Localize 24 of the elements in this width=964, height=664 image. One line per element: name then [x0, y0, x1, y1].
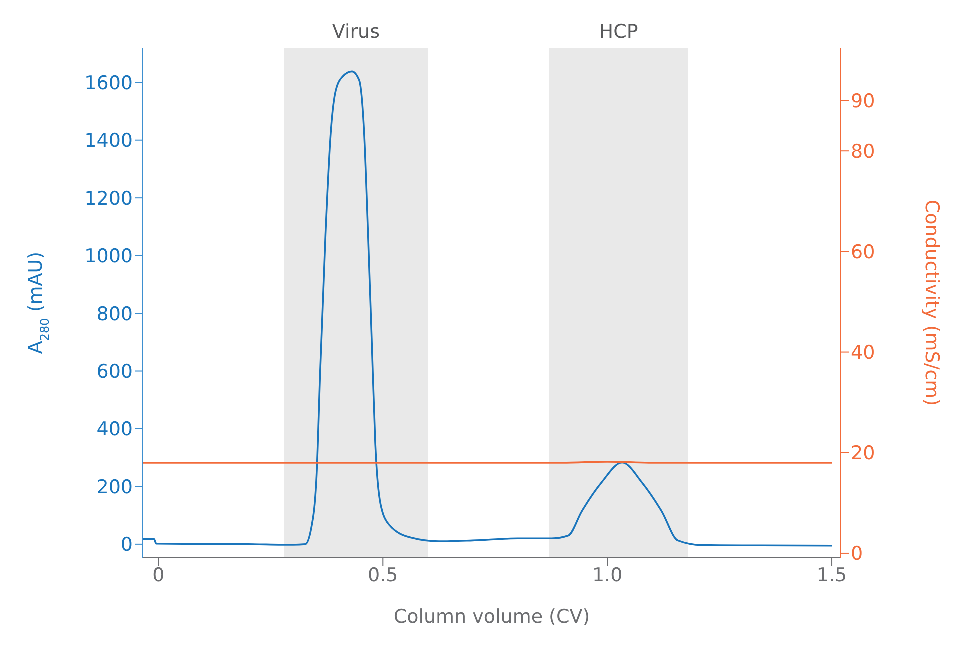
y2-tick-label: 60 — [851, 241, 876, 264]
y-tick-label: 1200 — [84, 188, 133, 210]
y-tick-label: 600 — [96, 361, 133, 384]
y2-tick-label: 40 — [851, 342, 876, 364]
y-tick-label: 200 — [96, 476, 133, 498]
y2-axis-title: Conductivity (mS/cm) — [921, 200, 943, 406]
y-tick-label: 400 — [96, 418, 133, 441]
x-tick-label: 1.5 — [816, 564, 848, 586]
x-tick-label: 1.0 — [592, 564, 623, 586]
band-label: HCP — [599, 21, 638, 43]
y2-tick-label: 80 — [851, 140, 876, 163]
y-tick-label: 0 — [120, 534, 133, 556]
y2-tick-label: 90 — [851, 90, 876, 113]
x-tick-label: 0 — [152, 564, 165, 586]
y2-tick-label: 20 — [851, 442, 876, 465]
y-tick-label: 800 — [96, 303, 133, 326]
x-axis-title: Column volume (CV) — [394, 606, 590, 628]
y-tick-label: 1000 — [84, 246, 133, 268]
x-tick-label: 0.5 — [368, 564, 398, 586]
y-tick-label: 1600 — [84, 72, 133, 94]
line-series — [143, 70, 833, 547]
band-label: Virus — [332, 21, 380, 43]
y-tick-label: 1400 — [84, 130, 133, 152]
y2-tick-label: 0 — [851, 543, 864, 566]
